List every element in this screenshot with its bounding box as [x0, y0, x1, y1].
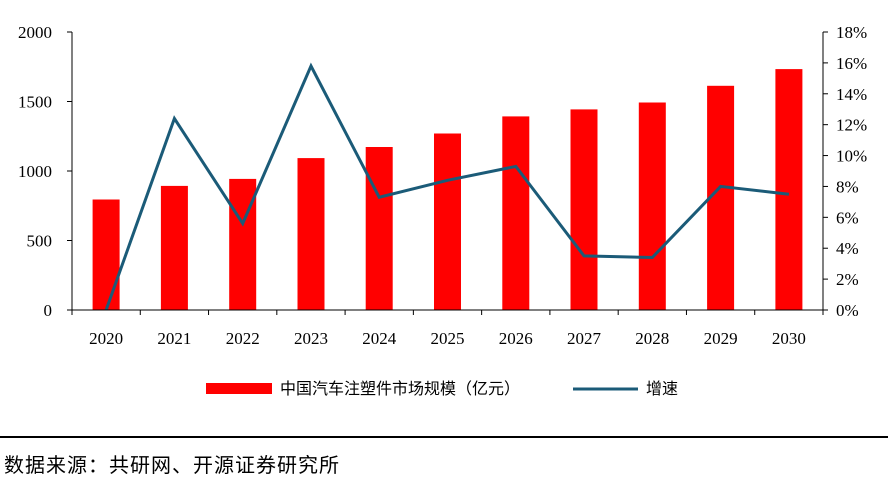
- right-tick-label: 4%: [836, 239, 859, 258]
- combo-chart: 2020 2021 2022 2023 2024 2025 2026 2027 2028 2029…: [18, 23, 867, 398]
- legend-bar-swatch: [206, 383, 272, 394]
- bar-series: [92, 69, 803, 311]
- source-divider: [0, 436, 888, 438]
- right-tick-label: 16%: [836, 54, 867, 73]
- left-tick-label: 0: [44, 301, 53, 320]
- left-tick-labels: 0 500 1000 1500 2000: [18, 23, 52, 320]
- bar-2025: [434, 133, 461, 310]
- x-tick-label: 2028: [635, 329, 669, 348]
- bar-2024: [365, 147, 393, 310]
- bar-2020: [92, 199, 120, 310]
- bar-2021: [160, 185, 188, 310]
- left-tick-label: 500: [27, 232, 53, 251]
- left-tick-label: 1500: [18, 93, 52, 112]
- x-tick-labels: 2020 2021 2022 2023 2024 2025 2026 2027 2028 2029…: [89, 329, 806, 348]
- x-tick-label: 2022: [226, 329, 260, 348]
- bar-2023: [297, 158, 325, 310]
- x-tick-label: 2026: [499, 329, 533, 348]
- bar-2030: [775, 69, 803, 310]
- bar-2028: [638, 102, 666, 310]
- x-tick-label: 2030: [772, 329, 806, 348]
- legend-line-label: 增速: [646, 379, 678, 398]
- right-tick-label: 14%: [836, 85, 867, 104]
- right-tick-label: 8%: [836, 177, 859, 196]
- x-tick-label: 2020: [89, 329, 123, 348]
- axes: [67, 31, 828, 315]
- legend: 中国汽车注塑件市场规模（亿元） 增速: [206, 379, 678, 398]
- x-tick-label: 2023: [294, 329, 328, 348]
- bar-2026: [502, 116, 530, 311]
- right-tick-label: 0%: [836, 301, 859, 320]
- right-tick-label: 18%: [836, 23, 867, 42]
- right-tick-label: 10%: [836, 147, 867, 166]
- right-tick-label: 6%: [836, 208, 859, 227]
- x-tick-label: 2029: [704, 329, 738, 348]
- legend-bar-label: 中国汽车注塑件市场规模（亿元）: [280, 379, 520, 398]
- right-tick-label: 12%: [836, 116, 867, 135]
- left-tick-label: 2000: [18, 23, 52, 42]
- x-tick-label: 2021: [157, 329, 191, 348]
- right-tick-labels: 0% 2% 4% 6% 8% 10% 12% 14% 16% 18%: [836, 23, 867, 320]
- bar-2027: [570, 109, 598, 311]
- source-note: 数据来源：共研网、开源证券研究所: [4, 453, 340, 477]
- left-tick-label: 1000: [18, 162, 52, 181]
- x-tick-label: 2024: [362, 329, 397, 348]
- line-series: [104, 62, 790, 311]
- right-tick-label: 2%: [836, 270, 859, 289]
- x-tick-label: 2027: [567, 329, 602, 348]
- x-tick-label: 2025: [431, 329, 465, 348]
